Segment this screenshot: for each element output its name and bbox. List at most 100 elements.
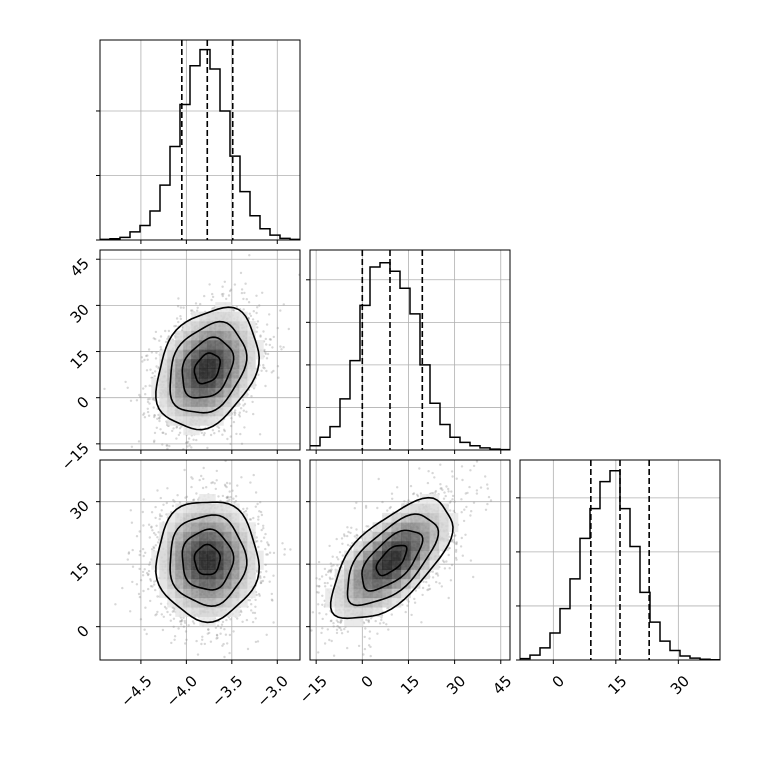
sample-point bbox=[224, 460, 227, 463]
sample-point bbox=[233, 411, 236, 414]
sample-point bbox=[158, 513, 162, 516]
sample-point bbox=[221, 494, 225, 498]
sample-point bbox=[261, 291, 264, 294]
density-cell bbox=[215, 377, 224, 388]
density-cell bbox=[207, 330, 216, 341]
sample-point bbox=[247, 301, 251, 304]
density-cell bbox=[231, 330, 240, 341]
sample-point bbox=[262, 330, 265, 333]
sample-point bbox=[142, 589, 145, 593]
density-cell bbox=[175, 387, 184, 398]
sample-point bbox=[126, 386, 129, 389]
sample-point bbox=[154, 453, 156, 455]
sample-point bbox=[154, 505, 157, 509]
density-cell bbox=[223, 377, 232, 388]
sample-point bbox=[178, 620, 182, 623]
sample-point bbox=[216, 425, 219, 428]
sample-point bbox=[182, 625, 186, 628]
density-cell bbox=[231, 359, 240, 369]
sample-point bbox=[265, 633, 268, 636]
sample-point bbox=[215, 634, 219, 637]
sample-point bbox=[173, 638, 176, 641]
sample-point bbox=[148, 536, 151, 539]
sample-point bbox=[172, 498, 175, 502]
sample-point bbox=[228, 633, 232, 637]
sample-point bbox=[150, 511, 154, 514]
sample-point bbox=[191, 620, 195, 623]
sample-point bbox=[252, 516, 255, 520]
sample-point bbox=[203, 294, 206, 298]
sample-point bbox=[287, 327, 290, 331]
sample-point bbox=[202, 433, 206, 437]
sample-point bbox=[171, 429, 174, 433]
sample-point bbox=[196, 653, 200, 656]
sample-point bbox=[156, 536, 159, 539]
sample-point bbox=[146, 573, 150, 577]
sample-point bbox=[221, 285, 224, 288]
sample-point bbox=[152, 546, 156, 550]
sample-point bbox=[164, 329, 167, 333]
sample-point bbox=[183, 621, 187, 624]
sample-point bbox=[271, 599, 274, 602]
sample-point bbox=[234, 495, 238, 498]
sample-point bbox=[156, 417, 159, 420]
sample-point bbox=[176, 305, 180, 308]
sample-point bbox=[191, 309, 194, 312]
sample-point bbox=[139, 618, 143, 621]
sample-point bbox=[187, 437, 191, 440]
density-cell bbox=[239, 321, 248, 331]
sample-point bbox=[149, 368, 152, 371]
sample-point bbox=[258, 510, 261, 513]
sample-point bbox=[240, 476, 243, 479]
sample-point bbox=[249, 314, 253, 318]
sample-point bbox=[155, 426, 158, 429]
density-cell bbox=[167, 406, 176, 417]
contour-level-2 bbox=[169, 320, 248, 414]
sample-point bbox=[172, 609, 175, 612]
contour-level-0 bbox=[193, 352, 221, 385]
sample-point bbox=[272, 551, 276, 555]
density-cell bbox=[175, 406, 184, 417]
sample-point bbox=[219, 632, 222, 635]
sample-point bbox=[183, 468, 186, 472]
sample-point bbox=[130, 521, 134, 524]
sample-point bbox=[254, 605, 257, 608]
sample-point bbox=[268, 343, 271, 347]
sample-point bbox=[220, 623, 224, 626]
density-cell bbox=[183, 396, 192, 407]
sample-point bbox=[170, 641, 173, 645]
sample-point bbox=[238, 415, 242, 418]
sample-point bbox=[165, 444, 168, 447]
density-cell bbox=[167, 396, 176, 407]
sample-point bbox=[152, 440, 156, 444]
sample-point bbox=[216, 636, 219, 640]
sample-point bbox=[166, 610, 169, 614]
sample-point bbox=[209, 640, 213, 643]
sample-point bbox=[267, 543, 270, 546]
sample-point bbox=[264, 384, 267, 388]
sample-point bbox=[256, 640, 260, 643]
sample-point bbox=[282, 346, 285, 349]
density-cell bbox=[167, 349, 176, 360]
density-cell bbox=[191, 396, 200, 407]
sample-point bbox=[192, 498, 196, 501]
sample-point bbox=[236, 484, 239, 487]
sample-point bbox=[211, 662, 213, 664]
sample-point bbox=[215, 479, 218, 482]
density-cell bbox=[231, 368, 240, 379]
sample-point bbox=[172, 625, 175, 628]
sample-point bbox=[256, 306, 259, 309]
sample-point bbox=[143, 358, 146, 362]
density-cell bbox=[247, 368, 256, 379]
density-cell bbox=[207, 340, 216, 350]
sample-point bbox=[179, 315, 182, 318]
sample-point bbox=[270, 598, 274, 601]
sample-point bbox=[260, 581, 263, 585]
sample-point bbox=[168, 444, 171, 448]
density-cell bbox=[191, 377, 200, 388]
density-cell bbox=[231, 311, 240, 322]
histogram-step-line bbox=[310, 262, 510, 451]
sample-point bbox=[167, 336, 170, 339]
sample-point bbox=[213, 432, 216, 435]
sample-point bbox=[156, 541, 160, 544]
